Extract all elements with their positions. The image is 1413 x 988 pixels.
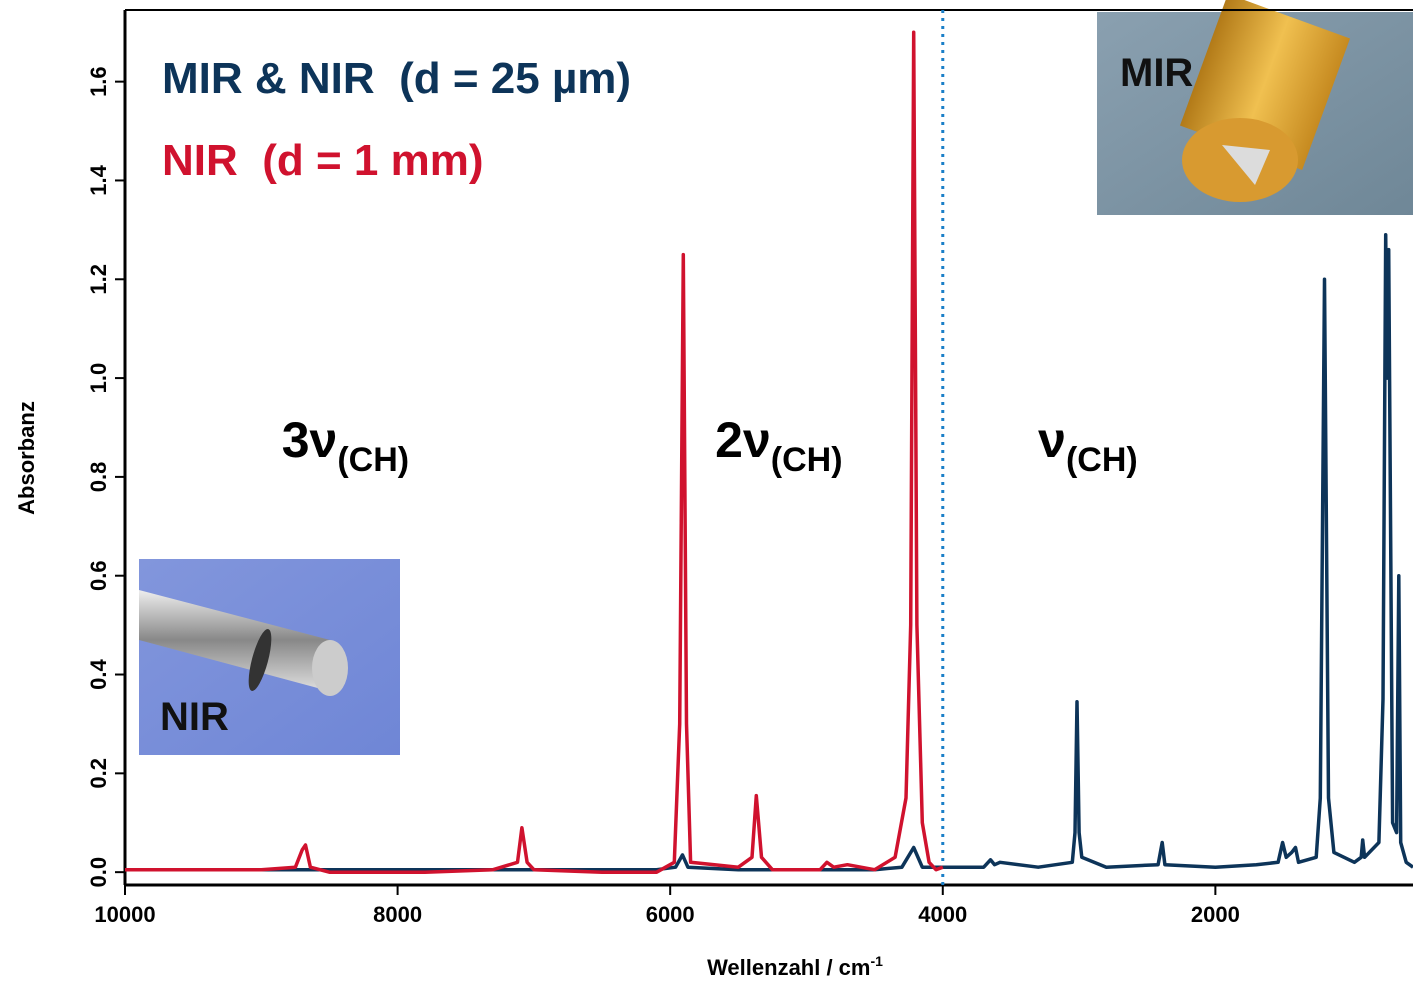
chart: MIR NIR 0.0 0.2 0.4 0.6 0.8 1.0 1.2 1.4 1.6 10000… — [0, 0, 1413, 988]
x-tick-label: 2000 — [1191, 902, 1240, 927]
x-axis-label-sup: -1 — [870, 953, 883, 969]
photo-label: MIR — [1120, 51, 1193, 95]
x-tick-label: 6000 — [646, 902, 695, 927]
annotation-sub: (CH) — [1066, 441, 1138, 479]
annotation-sub: (CH) — [771, 441, 843, 479]
y-tick-label: 0.0 — [86, 857, 111, 888]
legend-entry: MIR & NIR (d = 25 µm) — [162, 54, 631, 103]
legend-entry: NIR (d = 1 mm) — [162, 136, 484, 185]
band-annotation: ν(CH) — [1038, 412, 1138, 479]
annotation-main: 3ν — [282, 412, 338, 468]
y-tick-label: 1.2 — [86, 264, 111, 295]
y-tick-label: 1.4 — [86, 164, 111, 195]
annotation-main: 2ν — [715, 412, 771, 468]
y-tick-label: 1.6 — [86, 66, 111, 97]
x-axis-label: Wellenzahl / cm-1 — [707, 953, 883, 980]
x-tick-label: 10000 — [94, 902, 155, 927]
band-annotation: 2ν(CH) — [715, 412, 842, 479]
x-axis-label-text: Wellenzahl / cm — [707, 955, 870, 980]
nir-photo: NIR — [139, 559, 400, 755]
photo-label: NIR — [160, 695, 229, 739]
mir-photo: MIR — [1097, 0, 1413, 215]
y-tick-label: 1.0 — [86, 363, 111, 394]
x-tick-label: 8000 — [373, 902, 422, 927]
annotation-sub: (CH) — [337, 441, 409, 479]
y-tick-label: 0.6 — [86, 560, 111, 591]
y-axis-label: Absorbanz — [14, 401, 39, 515]
y-tick-label: 0.2 — [86, 758, 111, 789]
y-tick-label: 0.4 — [86, 658, 111, 689]
annotation-main: ν — [1038, 412, 1066, 468]
spectrum-line — [125, 235, 1413, 870]
band-annotation: 3ν(CH) — [282, 412, 409, 479]
x-tick-label: 4000 — [918, 902, 967, 927]
y-tick-label: 0.8 — [86, 462, 111, 493]
